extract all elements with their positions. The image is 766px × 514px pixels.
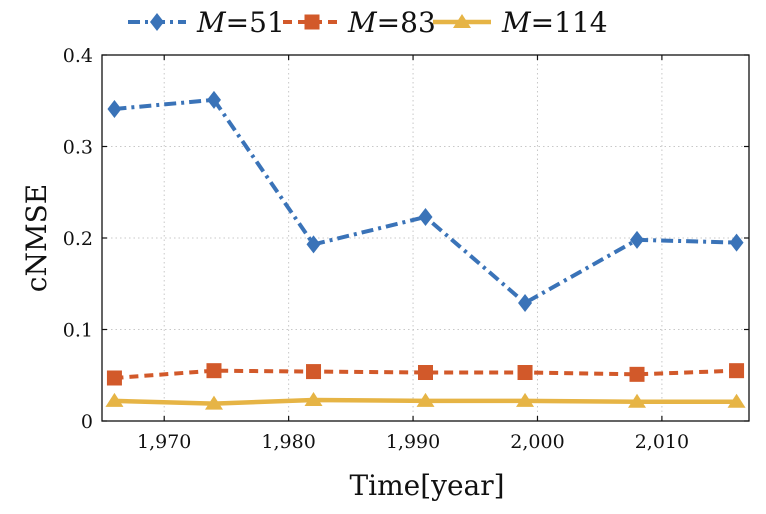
- data-point: [727, 393, 746, 408]
- data-point: [306, 364, 322, 380]
- data-point: [516, 392, 535, 407]
- data-point: [729, 233, 744, 252]
- data-point: [418, 365, 433, 381]
- y-tick-label: 0.4: [63, 45, 93, 67]
- x-tick-label: 1,990: [386, 431, 440, 453]
- y-tick-label: 0: [81, 411, 93, 433]
- y-tick-label: 0.2: [63, 228, 93, 250]
- x-axis-title: Time[year]: [349, 469, 504, 502]
- legend-entry-2: M=114: [433, 6, 608, 39]
- legend-entry-0: M=51: [128, 6, 285, 39]
- x-tick-label: 2,010: [635, 431, 689, 453]
- legend-label: M=51: [196, 6, 285, 39]
- y-tick-label: 0.1: [63, 320, 93, 342]
- legend-marker: [150, 13, 164, 31]
- data-point: [628, 393, 647, 408]
- data-point: [105, 392, 124, 407]
- x-tick-label: 1,970: [137, 431, 191, 453]
- series-2: [105, 391, 746, 410]
- series-line: [114, 97, 737, 305]
- series-1: [106, 363, 745, 386]
- data-point: [629, 366, 645, 382]
- legend: M=51 M=83 M=114: [128, 6, 608, 39]
- legend-marker: [453, 14, 471, 28]
- axis-ticks: 1,970 1,980 1,990 2,000 2,010 0 0.1 0.2 0.3 0.4: [63, 45, 749, 453]
- data-point: [107, 99, 122, 118]
- data-point: [518, 293, 533, 312]
- data-point: [204, 395, 223, 410]
- y-tick-label: 0.3: [63, 137, 93, 159]
- data-point: [418, 207, 433, 226]
- data-point: [106, 370, 122, 386]
- data-point: [206, 90, 221, 109]
- plot-series: [105, 90, 746, 410]
- legend-label: M=114: [501, 6, 608, 39]
- legend-entry-1: M=83: [283, 6, 436, 39]
- data-point: [729, 363, 745, 379]
- y-axis-title: cNMSE: [20, 184, 53, 292]
- data-point: [304, 391, 323, 406]
- data-point: [206, 363, 222, 379]
- series-0: [107, 90, 744, 312]
- data-point: [416, 392, 435, 407]
- x-tick-label: 2,000: [510, 431, 564, 453]
- data-point: [517, 365, 533, 381]
- legend-marker: [304, 14, 320, 30]
- legend-label: M=83: [347, 6, 436, 39]
- data-point: [306, 235, 321, 254]
- data-point: [630, 230, 645, 249]
- x-tick-label: 1,980: [261, 431, 315, 453]
